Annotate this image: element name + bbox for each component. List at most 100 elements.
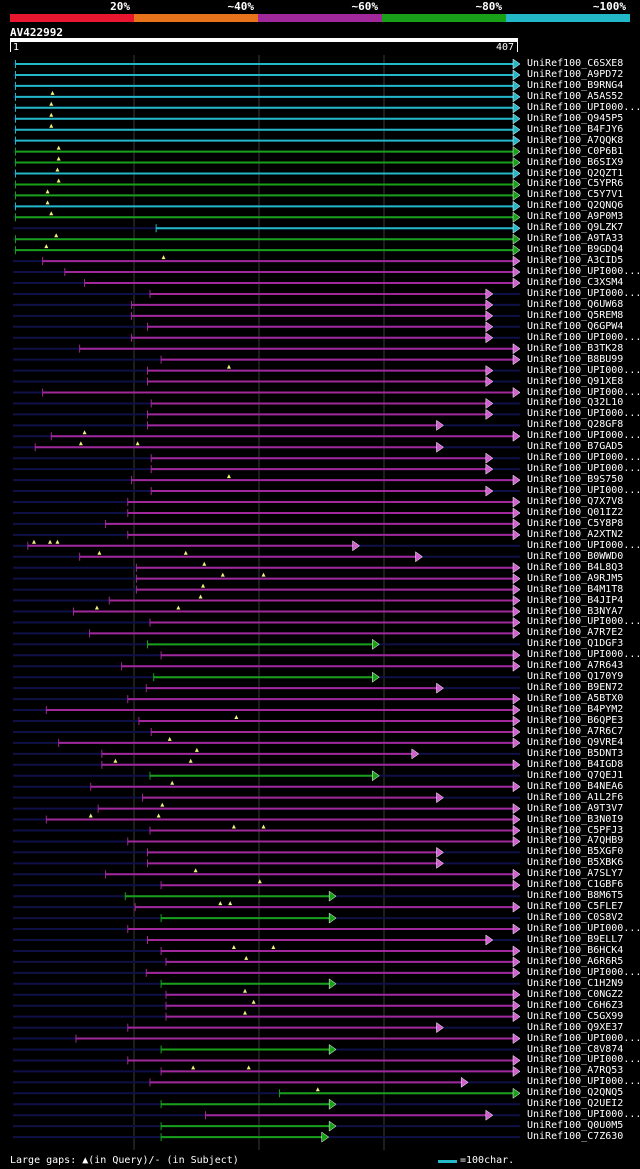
hit-label[interactable]: UniRef100_C5FLE7 — [527, 901, 624, 913]
hit-label[interactable]: UniRef100_UPI000... — [527, 101, 640, 113]
hit-label[interactable]: UniRef100_UPI000... — [527, 364, 640, 376]
hit-label[interactable]: UniRef100_UPI000... — [527, 266, 640, 278]
hit-label[interactable]: UniRef100_UPI000... — [527, 649, 640, 661]
hit-label[interactable]: UniRef100_UPI000... — [527, 966, 640, 978]
hit-label[interactable]: UniRef100_Q9VRE4 — [527, 736, 624, 748]
hit-label[interactable]: UniRef100_Q01IZ2 — [527, 506, 624, 518]
hit-label[interactable]: UniRef100_B4JIP4 — [527, 594, 624, 606]
hit-label[interactable]: UniRef100_C5Y7V1 — [527, 189, 624, 201]
hit-label[interactable]: UniRef100_C1GBF6 — [527, 879, 624, 891]
hit-label[interactable]: UniRef100_Q7X7V8 — [527, 496, 624, 507]
hit-label[interactable]: UniRef100_UPI000... — [527, 331, 640, 343]
hit-label[interactable]: UniRef100_B3TK28 — [527, 342, 624, 354]
hit-label[interactable]: UniRef100_B5DNT3 — [527, 747, 624, 759]
hit-label[interactable]: UniRef100_A9T3V7 — [527, 802, 624, 814]
hit-label[interactable]: UniRef100_Q32L10 — [527, 397, 624, 409]
hit-label[interactable]: UniRef100_A9P0M3 — [527, 211, 624, 223]
hit-label[interactable]: UniRef100_B4IGD8 — [527, 758, 624, 770]
hit-label[interactable]: UniRef100_B4L8Q3 — [527, 561, 624, 573]
hit-label[interactable]: UniRef100_B4NEA6 — [527, 780, 624, 792]
hit-label[interactable]: UniRef100_B9EN72 — [527, 682, 624, 694]
hit-label[interactable]: UniRef100_B3NYA7 — [527, 605, 624, 617]
hit-label[interactable]: UniRef100_A7QHB9 — [527, 835, 624, 847]
hit-label[interactable]: UniRef100_B9RNG4 — [527, 79, 624, 91]
hit-label[interactable]: UniRef100_B9S750 — [527, 474, 624, 486]
hit-label[interactable]: UniRef100_A7R6C7 — [527, 725, 624, 737]
hit-label[interactable]: UniRef100_Q945P5 — [527, 112, 624, 124]
hit-label[interactable]: UniRef100_A9RJM5 — [527, 572, 624, 584]
hit-label[interactable]: UniRef100_Q2QNQ6 — [527, 200, 624, 212]
hit-label[interactable]: UniRef100_C5PFJ3 — [527, 824, 624, 836]
hit-label[interactable]: UniRef100_A7SLY7 — [527, 868, 624, 880]
hit-label[interactable]: UniRef100_A7RQ53 — [527, 1065, 624, 1077]
hit-label[interactable]: UniRef100_B9ELL7 — [527, 934, 624, 945]
hit-label[interactable]: UniRef100_Q28GF8 — [527, 419, 624, 431]
hit-label[interactable]: UniRef100_C0NGZ2 — [527, 988, 624, 1000]
hit-label[interactable]: UniRef100_C3XSM4 — [527, 277, 624, 288]
hit-label[interactable]: UniRef100_UPI000... — [527, 923, 640, 935]
hit-label[interactable]: UniRef100_Q5REM8 — [527, 309, 624, 321]
hit-label[interactable]: UniRef100_C6SXE8 — [527, 58, 624, 69]
hit-label[interactable]: UniRef100_A3CID5 — [527, 255, 624, 267]
hit-label[interactable]: UniRef100_Q91XE8 — [527, 375, 624, 387]
hit-label[interactable]: UniRef100_UPI000... — [527, 616, 640, 628]
hit-label[interactable]: UniRef100_Q6GPW4 — [527, 320, 624, 332]
hit-label[interactable]: UniRef100_B4M1T8 — [527, 583, 624, 595]
hit-label[interactable]: UniRef100_Q9XE37 — [527, 1021, 624, 1033]
hit-label[interactable]: UniRef100_A9PD72 — [527, 68, 624, 80]
hit-label[interactable]: UniRef100_UPI000... — [527, 539, 640, 551]
hit-label[interactable]: UniRef100_Q0U0M5 — [527, 1120, 624, 1132]
hit-label[interactable]: UniRef100_UPI000... — [527, 485, 640, 497]
hit-label[interactable]: UniRef100_B6SIX9 — [527, 156, 624, 168]
hit-label[interactable]: UniRef100_A1L2F6 — [527, 791, 624, 803]
hit-label[interactable]: UniRef100_A2XTN2 — [527, 528, 624, 540]
hit-label[interactable]: UniRef100_C5YPR6 — [527, 178, 624, 190]
hit-label[interactable]: UniRef100_A7R7E2 — [527, 627, 624, 639]
hit-label[interactable]: UniRef100_B8M6T5 — [527, 890, 624, 902]
hit-label[interactable]: UniRef100_C6H6Z3 — [527, 999, 624, 1011]
hit-label[interactable]: UniRef100_B7GAD5 — [527, 441, 624, 453]
hit-label[interactable]: UniRef100_UPI000... — [527, 386, 640, 398]
hit-label[interactable]: UniRef100_UPI000... — [527, 463, 640, 475]
hit-label[interactable]: UniRef100_UPI000... — [527, 408, 640, 420]
hit-label[interactable]: UniRef100_Q2QNQ5 — [527, 1087, 624, 1099]
hit-label[interactable]: UniRef100_UPI000... — [527, 452, 640, 464]
hit-label[interactable]: UniRef100_B5XBK6 — [527, 857, 624, 869]
hit-label[interactable]: UniRef100_UPI000... — [527, 287, 640, 299]
hit-label[interactable]: UniRef100_B9GDQ4 — [527, 244, 624, 256]
hit-label[interactable]: UniRef100_A5AS52 — [527, 90, 624, 102]
hit-label[interactable]: UniRef100_B8BU99 — [527, 353, 624, 365]
hit-label[interactable]: UniRef100_UPI000... — [527, 1054, 640, 1066]
hit-label[interactable]: UniRef100_B6HCK4 — [527, 944, 624, 956]
hit-label[interactable]: UniRef100_UPI000... — [527, 1076, 640, 1088]
hit-label[interactable]: UniRef100_UPI000... — [527, 1109, 640, 1121]
hit-label[interactable]: UniRef100_Q9LZK7 — [527, 222, 624, 234]
hit-label[interactable]: UniRef100_B6QPE3 — [527, 715, 624, 726]
hit-label[interactable]: UniRef100_Q6UW68 — [527, 298, 624, 310]
hit-label[interactable]: UniRef100_B3N0I9 — [527, 813, 624, 825]
hit-label[interactable]: UniRef100_A5BTX0 — [527, 693, 624, 705]
hit-label[interactable]: UniRef100_A7QQK8 — [527, 134, 624, 146]
hit-label[interactable]: UniRef100_C7Z630 — [527, 1131, 624, 1143]
hit-label[interactable]: UniRef100_C0S8V2 — [527, 912, 624, 924]
hit-label[interactable]: UniRef100_B4FJY6 — [527, 123, 624, 135]
hit-label[interactable]: UniRef100_A9TA33 — [527, 233, 624, 245]
hit-label[interactable]: UniRef100_B5XGF0 — [527, 846, 624, 858]
hit-label[interactable]: UniRef100_Q1DGF3 — [527, 638, 624, 650]
hit-label[interactable]: UniRef100_C0P6B1 — [527, 145, 624, 157]
hit-label[interactable]: UniRef100_UPI000... — [527, 430, 640, 442]
hit-label[interactable]: UniRef100_C8V874 — [527, 1043, 624, 1055]
hit-label[interactable]: UniRef100_UPI000... — [527, 1032, 640, 1044]
query-gap-marker — [201, 583, 206, 588]
hit-label[interactable]: UniRef100_C1H2N9 — [527, 977, 624, 989]
hit-label[interactable]: UniRef100_B4PYM2 — [527, 704, 624, 716]
hit-label[interactable]: UniRef100_A6R6R5 — [527, 955, 624, 967]
hit-label[interactable]: UniRef100_A7R643 — [527, 660, 624, 672]
hit-label[interactable]: UniRef100_Q2UEI2 — [527, 1098, 624, 1110]
hit-label[interactable]: UniRef100_C5GX99 — [527, 1010, 624, 1022]
hit-label[interactable]: UniRef100_B0WWD0 — [527, 550, 624, 562]
hit-label[interactable]: UniRef100_C5Y8P8 — [527, 517, 624, 529]
hit-label[interactable]: UniRef100_Q2QZT1 — [527, 167, 624, 179]
hit-label[interactable]: UniRef100_Q7QEJ1 — [527, 769, 624, 781]
hit-label[interactable]: UniRef100_Q170Y9 — [527, 671, 624, 683]
